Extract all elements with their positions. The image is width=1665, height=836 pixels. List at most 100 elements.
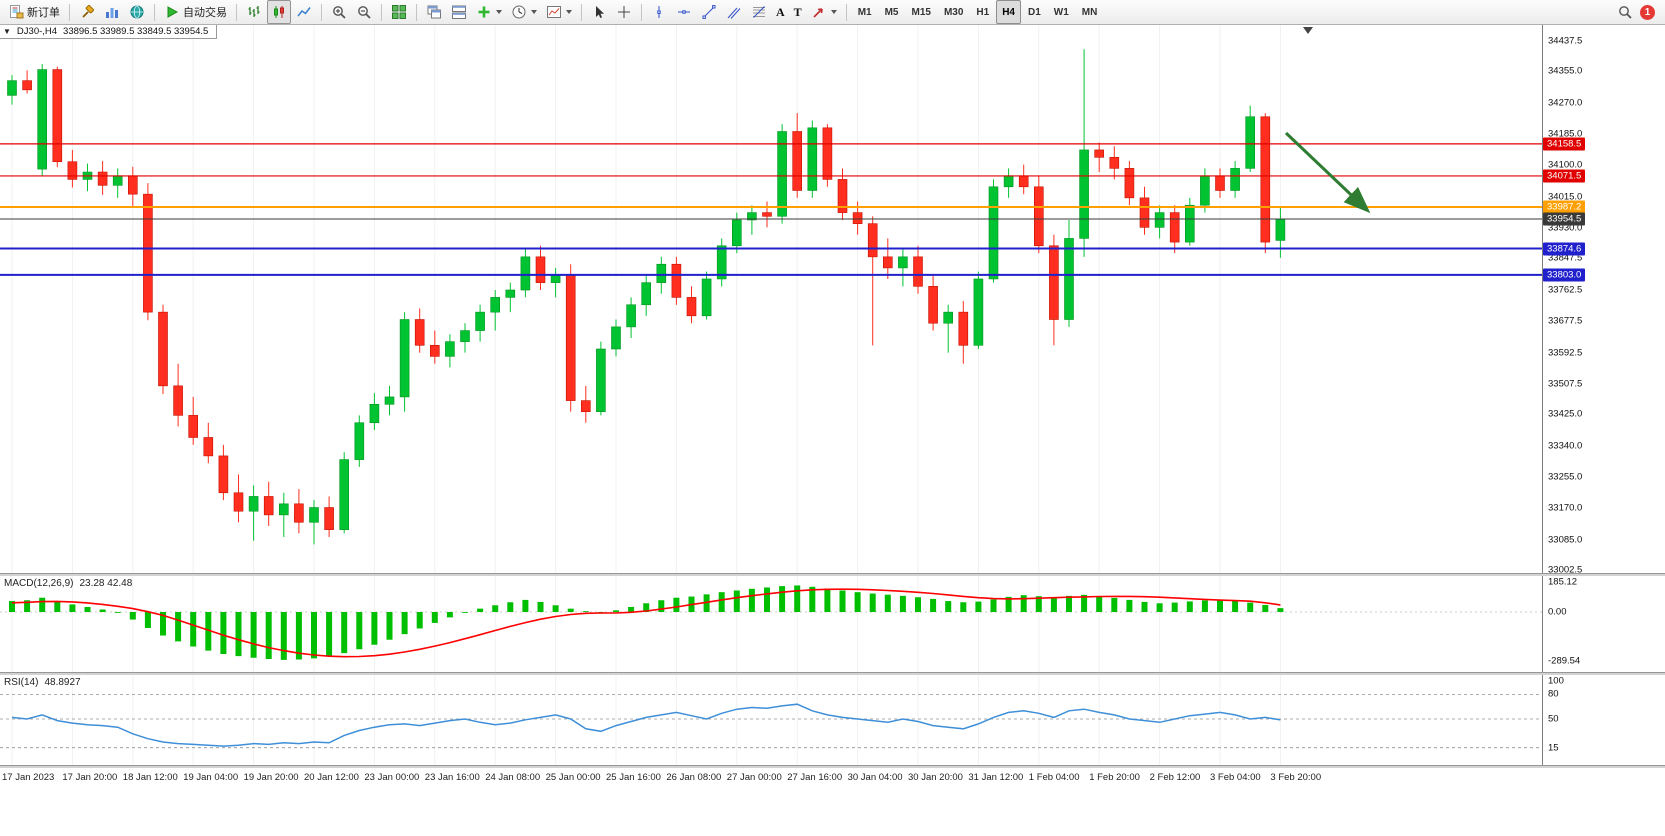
price-axis-label: 34185.0 [1548, 128, 1583, 140]
candle-body [278, 503, 289, 516]
chart-canvas[interactable] [0, 25, 1542, 573]
chart-symbol: DJ30-,H4 [16, 26, 58, 37]
collapse-arrow-icon[interactable]: ▼ [3, 27, 11, 36]
tile-horizontal-button[interactable] [447, 0, 471, 24]
panel-divider[interactable] [0, 573, 1665, 576]
timeframe-h4-button[interactable]: H4 [996, 0, 1021, 24]
bar-chart-mode-button[interactable] [242, 0, 266, 24]
label-tool-button[interactable]: T [790, 0, 806, 24]
time-label: 30 Jan 04:00 [847, 772, 903, 783]
time-axis[interactable]: 17 Jan 2023 17 Jan 20:00 18 Jan 12:00 19 Ja… [0, 768, 1665, 788]
clock-icon [512, 5, 526, 19]
timeframe-m1-button[interactable]: M1 [857, 6, 872, 18]
candle-body [7, 80, 17, 96]
trendline-tool-button[interactable] [697, 0, 721, 24]
time-label: 2 Feb 12:00 [1149, 772, 1201, 783]
search-button[interactable] [1613, 0, 1637, 24]
rsi-header: RSI(14) 48.8927 [4, 677, 81, 688]
time-label: 20 Jan 12:00 [304, 772, 359, 783]
new-order-button[interactable]: 新订单 [4, 0, 64, 24]
chart-ohlc-values: 33896.5 33989.5 33849.5 33954.5 [63, 26, 209, 37]
price-tag: 34158.5 [1543, 137, 1586, 151]
macd-header: MACD(12,26,9) 23.28 42.48 [4, 578, 132, 589]
price-axis-label: 33762.5 [1548, 284, 1583, 296]
tile-windows-icon [392, 5, 406, 19]
cascade-windows-button[interactable] [422, 0, 446, 24]
price-tag: 33874.6 [1543, 242, 1586, 255]
candle-body [203, 437, 214, 457]
candle-body [882, 256, 893, 269]
auto-trading-button[interactable]: 自动交易 [160, 0, 231, 24]
period-button[interactable] [507, 0, 541, 24]
tile-windows-button[interactable] [387, 0, 411, 24]
fibonacci-tool-button[interactable] [747, 0, 771, 24]
candle-body [958, 311, 969, 346]
price-tag: 34071.5 [1543, 169, 1586, 183]
add-indicator-button[interactable] [472, 0, 506, 24]
timeframe-mn-button[interactable]: MN [1081, 6, 1098, 18]
time-label: 3 Feb 04:00 [1210, 772, 1261, 783]
text-tool-button[interactable]: A [772, 0, 789, 24]
price-tag: 33954.5 [1543, 212, 1586, 226]
cursor-tool-button[interactable] [587, 0, 611, 24]
candle-body [22, 80, 32, 91]
rsi-canvas[interactable] [0, 675, 1542, 765]
market-watch-button[interactable] [100, 0, 124, 24]
timeframe-m15-button[interactable]: M15 [911, 6, 931, 18]
candle-body [218, 455, 229, 494]
candle-body [112, 175, 123, 186]
candle-body [37, 69, 48, 170]
panel-divider[interactable] [0, 765, 1665, 768]
candle-body [1230, 168, 1240, 191]
timeframe-w1-button[interactable]: W1 [1053, 6, 1069, 18]
trend-arrow-annotation[interactable] [1284, 131, 1371, 214]
candle-body [596, 348, 606, 412]
macd-canvas[interactable] [0, 576, 1542, 672]
panel-divider[interactable] [0, 672, 1665, 675]
timeframe-m30-button[interactable]: M30 [943, 6, 964, 18]
line-chart-mode-button[interactable] [292, 0, 316, 24]
timeframe-h1-button[interactable]: H1 [976, 6, 990, 18]
time-label: 26 Jan 08:00 [666, 772, 722, 783]
arrows-tool-button[interactable] [807, 0, 841, 24]
horizontal-line-tool-button[interactable] [672, 0, 696, 24]
notification-badge[interactable]: 1 [1640, 4, 1655, 20]
metaeditor-button[interactable] [75, 0, 99, 24]
candlestick-mode-button[interactable] [267, 0, 291, 24]
template-button[interactable] [542, 0, 576, 24]
candle-body [1260, 116, 1271, 243]
zoom-in-button[interactable] [327, 0, 351, 24]
timeframe-d1-button[interactable]: D1 [1028, 6, 1041, 18]
data-window-button[interactable] [125, 0, 149, 24]
price-axis-label: 33592.5 [1548, 347, 1583, 358]
crosshair-tool-button[interactable] [612, 0, 636, 24]
candle-body [1275, 218, 1286, 241]
candle-body [309, 507, 319, 523]
bar-graph-icon [106, 8, 118, 18]
macd-axis[interactable]: 185.12 0.00 -289.54 [1542, 576, 1665, 672]
vertical-line-tool-button[interactable] [647, 0, 671, 24]
chart-area: ▼ DJ30-,H4 33896.5 33989.5 33849.5 33954… [0, 25, 1665, 836]
candle-body [1185, 204, 1195, 243]
toolbar-separator [69, 3, 70, 21]
candle-body [1124, 168, 1135, 199]
hammer-icon [82, 5, 94, 18]
zoom-out-button[interactable] [352, 0, 376, 24]
candle-body [807, 127, 818, 191]
timeframe-m5-button[interactable]: M5 [884, 6, 899, 18]
candle-body [460, 330, 470, 342]
rsi-axis-label: 80 [1548, 688, 1559, 700]
toolbar-separator [845, 3, 847, 21]
time-axis-corner [1542, 768, 1664, 788]
chart-shift-marker[interactable] [1303, 27, 1313, 34]
candle-body [943, 311, 954, 324]
price-axis[interactable]: 34437.5 34355.0 34270.0 34185.0 34100.0 34015… [1542, 25, 1665, 573]
rsi-axis[interactable]: 100 80 50 15 [1542, 675, 1665, 765]
toolbar: 新订单 自动交易 [0, 0, 1665, 25]
toolbar-separator [416, 3, 417, 21]
candle-body [988, 186, 999, 280]
candle-body [1154, 212, 1165, 228]
dropdown-caret [566, 10, 572, 14]
rsi-line [11, 703, 1281, 747]
channel-tool-button[interactable] [722, 0, 746, 24]
